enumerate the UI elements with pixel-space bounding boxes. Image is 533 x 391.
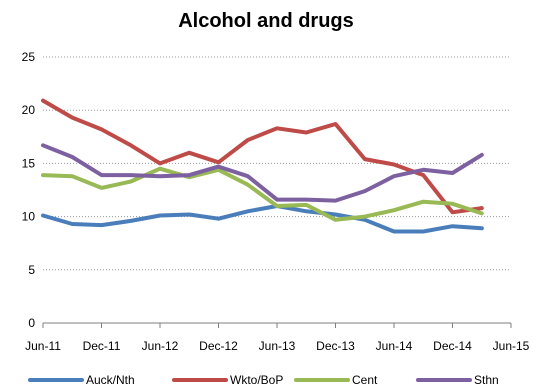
- series-line-sthn: [41, 143, 484, 203]
- legend-label-auck-nth: Auck/Nth: [86, 373, 135, 387]
- x-tick-label: Jun-13: [259, 339, 296, 353]
- x-tick-label: Dec-14: [433, 339, 472, 353]
- x-tick-labels: Jun-11 Dec-11 Jun-12 Dec-12 Jun-13 Dec-13 Jun-…: [25, 339, 530, 353]
- y-tick-label: 25: [22, 50, 36, 64]
- series-line-cent: [41, 166, 484, 222]
- x-tick-label: Jun-15: [493, 339, 530, 353]
- y-tick-label: 15: [22, 156, 36, 170]
- y-tick-labels: 0 5 10 15 20 25: [22, 50, 36, 330]
- legend-label-cent: Cent: [352, 373, 378, 387]
- y-tick-label: 20: [22, 103, 36, 117]
- x-tick-label: Dec-12: [199, 339, 238, 353]
- legend-label-wkto-bop: Wkto/BoP: [230, 373, 283, 387]
- series-line-wkto-bop: [41, 98, 484, 215]
- legend-label-sthn: Sthn: [474, 373, 499, 387]
- axes: [42, 322, 512, 328]
- series-line-auck-nth: [41, 204, 484, 234]
- x-tick-label: Dec-11: [83, 339, 121, 353]
- gridlines: [43, 56, 511, 271]
- x-tick-label: Jun-14: [376, 339, 413, 353]
- y-tick-label: 5: [28, 263, 35, 277]
- y-tick-label: 10: [22, 210, 36, 224]
- x-tick-label: Jun-12: [142, 339, 179, 353]
- x-tick-label: Dec-13: [316, 339, 355, 353]
- y-tick-label: 0: [28, 316, 35, 330]
- x-tick-label: Jun-11: [25, 339, 61, 353]
- chart-title: Alcohol and drugs: [178, 10, 354, 32]
- legend: Auck/Nth Wkto/BoP Cent Sthn: [28, 373, 499, 387]
- series-lines: [41, 98, 484, 234]
